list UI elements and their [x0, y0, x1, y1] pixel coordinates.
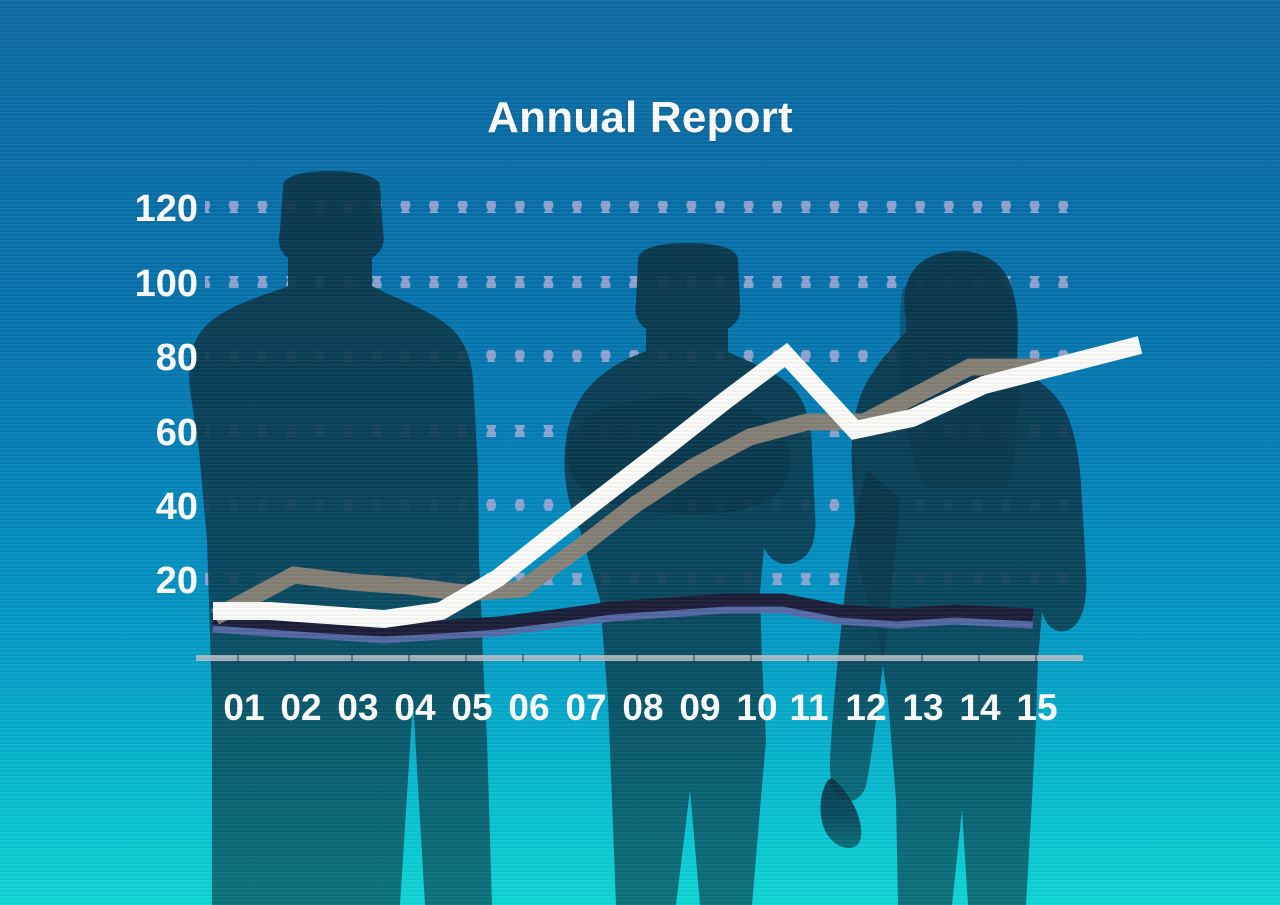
x-tick-label-04: 04: [394, 687, 436, 728]
x-tick-label-14: 14: [959, 687, 1001, 728]
x-tick-label-03: 03: [337, 687, 378, 728]
figure-man-standing-back: [189, 171, 492, 905]
y-tick-label-100: 100: [135, 263, 198, 305]
x-tick-label-05: 05: [451, 687, 492, 728]
y-tick-label-40: 40: [156, 486, 198, 528]
x-tick-label-02: 02: [280, 687, 321, 728]
page-title: Annual Report: [487, 93, 793, 142]
y-tick-label-80: 80: [156, 337, 198, 379]
x-tick-label-10: 10: [736, 687, 777, 728]
series-navy-line: [212, 593, 1034, 644]
y-tick-label-60: 60: [156, 412, 198, 454]
series-gray-line: [211, 358, 1062, 625]
x-tick-label-08: 08: [622, 687, 663, 728]
grid-row-120: [205, 201, 1085, 213]
y-tick-label-20: 20: [156, 560, 198, 602]
x-tick-label-09: 09: [679, 687, 720, 728]
x-axis-ticks: [237, 654, 1037, 662]
x-tick-label-12: 12: [845, 687, 886, 728]
x-tick-label-13: 13: [902, 687, 943, 728]
x-tick-label-15: 15: [1016, 687, 1057, 728]
x-tick-label-11: 11: [789, 687, 828, 728]
x-tick-label-06: 06: [508, 687, 549, 728]
y-tick-label-120: 120: [135, 188, 198, 230]
x-tick-label-01: 01: [223, 687, 264, 728]
series-white-line: [213, 336, 1143, 629]
x-tick-label-07: 07: [565, 687, 606, 728]
